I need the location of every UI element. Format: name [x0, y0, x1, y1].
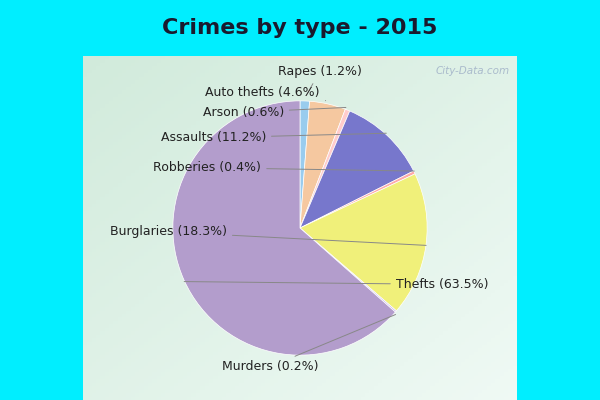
Text: City-Data.com: City-Data.com [435, 66, 509, 76]
Wedge shape [300, 101, 346, 228]
Text: Crimes by type - 2015: Crimes by type - 2015 [163, 18, 437, 38]
Text: Rapes (1.2%): Rapes (1.2%) [278, 66, 361, 96]
Wedge shape [300, 111, 413, 228]
Text: Assaults (11.2%): Assaults (11.2%) [161, 131, 386, 144]
Wedge shape [300, 228, 397, 312]
Wedge shape [300, 109, 350, 228]
Wedge shape [300, 101, 310, 228]
Text: Burglaries (18.3%): Burglaries (18.3%) [110, 226, 426, 245]
Text: Auto thefts (4.6%): Auto thefts (4.6%) [205, 86, 326, 101]
Text: Murders (0.2%): Murders (0.2%) [222, 314, 395, 373]
Text: Thefts (63.5%): Thefts (63.5%) [184, 278, 488, 291]
Text: Robberies (0.4%): Robberies (0.4%) [154, 161, 414, 174]
Text: Arson (0.6%): Arson (0.6%) [203, 106, 346, 119]
Wedge shape [173, 101, 395, 355]
Wedge shape [300, 174, 427, 311]
Wedge shape [300, 171, 415, 228]
